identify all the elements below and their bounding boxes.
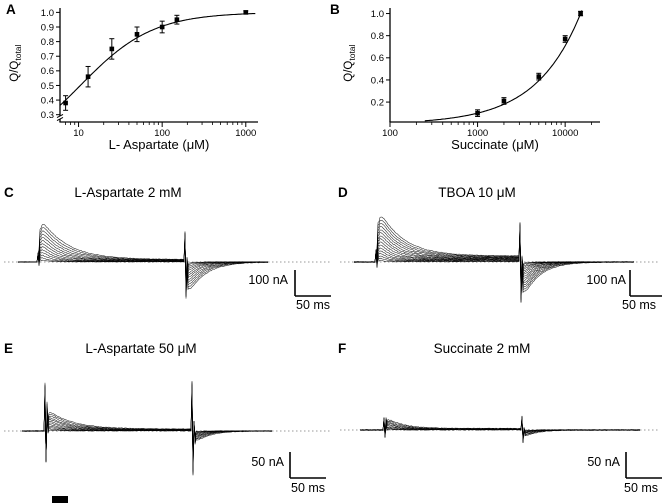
x-axis-label-b: Succinate (μM) [451,137,539,152]
svg-text:0.6: 0.6 [41,66,54,77]
scalebar-h-label-d: 50 ms [622,298,657,312]
chart-b: 100 1000 10000 0.2 0.4 0.6 0.8 1.0 [371,8,600,139]
svg-text:1.0: 1.0 [371,9,384,20]
svg-text:0.2: 0.2 [371,97,384,108]
panel-d-title: TBOA 10 μM [438,185,516,200]
svg-text:100: 100 [154,128,170,139]
y-axis-label-b-main: Q/Q [342,60,355,82]
svg-text:0.4: 0.4 [371,75,384,86]
x-axis-label-a: L- Aspartate (μM) [108,137,210,152]
panel-c-label: C [4,185,14,200]
panel-f-label: F [338,341,347,356]
svg-text:0.7: 0.7 [41,52,54,63]
svg-text:0.8: 0.8 [41,37,54,48]
y-axis-label-a: Q/Qtotal [9,3,23,123]
svg-text:1000: 1000 [467,128,488,139]
svg-text:0.4: 0.4 [41,95,54,106]
svg-text:0.5: 0.5 [41,81,54,92]
trace-plot-e [4,380,330,479]
y-axis-label-b-sub: total [347,44,358,61]
panel-a-label: A [6,2,16,17]
y-axis-label-a-main: Q/Q [8,60,21,82]
svg-text:0.6: 0.6 [371,53,384,64]
svg-text:10000: 10000 [552,128,578,139]
trace-plot-f [340,415,662,479]
trace-plot-c [4,224,331,299]
svg-text:100: 100 [382,128,398,139]
panel-f-title: Succinate 2 mM [433,341,531,356]
svg-text:1.0: 1.0 [41,8,54,19]
panel-e-title: L-Aspartate 50 μM [85,341,197,356]
panel-b-label: B [330,2,340,17]
y-axis-label-a-sub: total [13,44,24,61]
svg-text:0.9: 0.9 [41,22,54,33]
trace-plot-d [340,216,662,303]
panel-d-label: D [338,185,348,200]
svg-text:0.8: 0.8 [371,31,384,42]
scalebar-v-label-f: 50 nA [587,455,620,469]
scalebar-v-label-d: 100 nA [586,273,626,287]
chart-a: 10 100 1000 0.3 0.4 0.5 0.6 0.7 0.8 0.9 1.0 [41,8,258,139]
panel-e-label: E [4,341,14,356]
y-axis-label-b: Q/Qtotal [343,3,357,123]
scalebar-h-label-f: 50 ms [624,481,659,495]
svg-text:10: 10 [73,128,84,139]
crop-artifact [52,496,68,503]
scalebar-v-label-c: 100 nA [248,273,288,287]
scalebar-h-label-e: 50 ms [291,481,326,495]
svg-text:1000: 1000 [235,128,256,139]
scalebar-v-label-e: 50 nA [251,455,284,469]
svg-text:0.3: 0.3 [41,110,54,121]
scalebar-h-label-c: 50 ms [296,298,331,312]
panel-c-title: L-Aspartate 2 mM [74,185,182,200]
